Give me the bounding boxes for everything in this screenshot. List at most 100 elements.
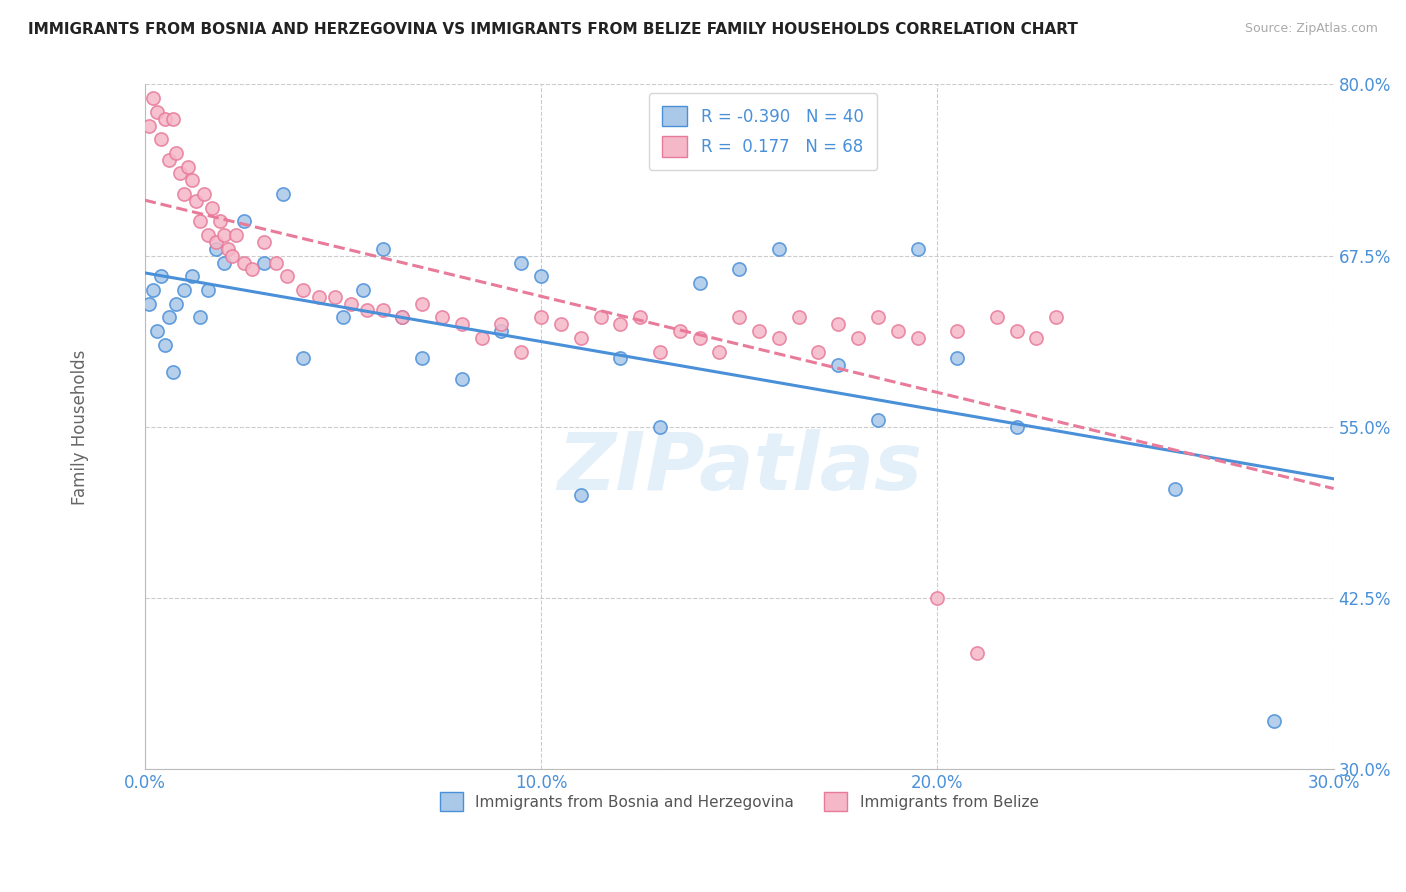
- Point: [866, 310, 889, 325]
- Point: [142, 91, 165, 105]
- Point: [827, 317, 849, 331]
- Point: [217, 242, 239, 256]
- Point: [138, 296, 160, 310]
- Point: [253, 235, 276, 249]
- Point: [411, 296, 433, 310]
- Point: [1025, 331, 1047, 345]
- Point: [886, 324, 908, 338]
- Point: [371, 303, 394, 318]
- Point: [430, 310, 453, 325]
- Point: [807, 344, 830, 359]
- Point: [569, 488, 592, 502]
- Point: [181, 173, 204, 187]
- Point: [846, 331, 869, 345]
- Point: [173, 283, 195, 297]
- Text: Source: ZipAtlas.com: Source: ZipAtlas.com: [1244, 22, 1378, 36]
- Point: [866, 413, 889, 427]
- Point: [648, 344, 671, 359]
- Point: [946, 324, 969, 338]
- Point: [450, 317, 472, 331]
- Point: [173, 187, 195, 202]
- Point: [188, 214, 211, 228]
- Point: [391, 310, 413, 325]
- Point: [628, 310, 651, 325]
- Point: [1164, 482, 1187, 496]
- Point: [153, 337, 176, 351]
- Point: [1045, 310, 1067, 325]
- Point: [332, 310, 354, 325]
- Point: [162, 365, 184, 379]
- Point: [966, 646, 988, 660]
- Point: [668, 324, 690, 338]
- Point: [927, 591, 949, 606]
- Point: [181, 269, 204, 284]
- Point: [166, 145, 188, 160]
- Point: [273, 187, 295, 202]
- Point: [371, 242, 394, 256]
- Point: [491, 324, 513, 338]
- Point: [292, 283, 315, 297]
- Point: [188, 310, 211, 325]
- Point: [986, 310, 1008, 325]
- Point: [411, 351, 433, 366]
- Point: [201, 201, 224, 215]
- Point: [157, 310, 180, 325]
- Point: [212, 228, 235, 243]
- Point: [264, 255, 287, 269]
- Point: [530, 269, 553, 284]
- Point: [728, 310, 751, 325]
- Point: [1005, 324, 1028, 338]
- Text: IMMIGRANTS FROM BOSNIA AND HERZEGOVINA VS IMMIGRANTS FROM BELIZE FAMILY HOUSEHOL: IMMIGRANTS FROM BOSNIA AND HERZEGOVINA V…: [28, 22, 1078, 37]
- Point: [907, 331, 929, 345]
- Point: [162, 112, 184, 126]
- Point: [352, 283, 374, 297]
- Point: [471, 331, 494, 345]
- Point: [530, 310, 553, 325]
- Point: [768, 331, 790, 345]
- Point: [240, 262, 263, 277]
- Point: [149, 132, 172, 146]
- Point: [946, 351, 969, 366]
- Point: [177, 160, 200, 174]
- Point: [450, 372, 472, 386]
- Point: [292, 351, 315, 366]
- Y-axis label: Family Households: Family Households: [72, 349, 89, 505]
- Point: [232, 214, 254, 228]
- Point: [569, 331, 592, 345]
- Point: [648, 420, 671, 434]
- Point: [787, 310, 810, 325]
- Point: [142, 283, 165, 297]
- Point: [186, 194, 208, 208]
- Point: [276, 269, 298, 284]
- Point: [340, 296, 363, 310]
- Point: [138, 119, 160, 133]
- Point: [197, 283, 219, 297]
- Point: [225, 228, 247, 243]
- Point: [253, 255, 276, 269]
- Point: [491, 317, 513, 331]
- Point: [748, 324, 770, 338]
- Point: [550, 317, 572, 331]
- Point: [308, 290, 330, 304]
- Point: [209, 214, 232, 228]
- Point: [323, 290, 346, 304]
- Point: [391, 310, 413, 325]
- Point: [197, 228, 219, 243]
- Point: [728, 262, 751, 277]
- Point: [145, 104, 167, 119]
- Point: [510, 255, 533, 269]
- Point: [221, 249, 243, 263]
- Legend: Immigrants from Bosnia and Herzegovina, Immigrants from Belize: Immigrants from Bosnia and Herzegovina, …: [427, 780, 1050, 823]
- Point: [212, 255, 235, 269]
- Point: [768, 242, 790, 256]
- Point: [827, 358, 849, 372]
- Point: [149, 269, 172, 284]
- Point: [907, 242, 929, 256]
- Point: [510, 344, 533, 359]
- Point: [689, 331, 711, 345]
- Point: [1263, 714, 1285, 729]
- Point: [609, 317, 631, 331]
- Point: [232, 255, 254, 269]
- Point: [709, 344, 731, 359]
- Point: [609, 351, 631, 366]
